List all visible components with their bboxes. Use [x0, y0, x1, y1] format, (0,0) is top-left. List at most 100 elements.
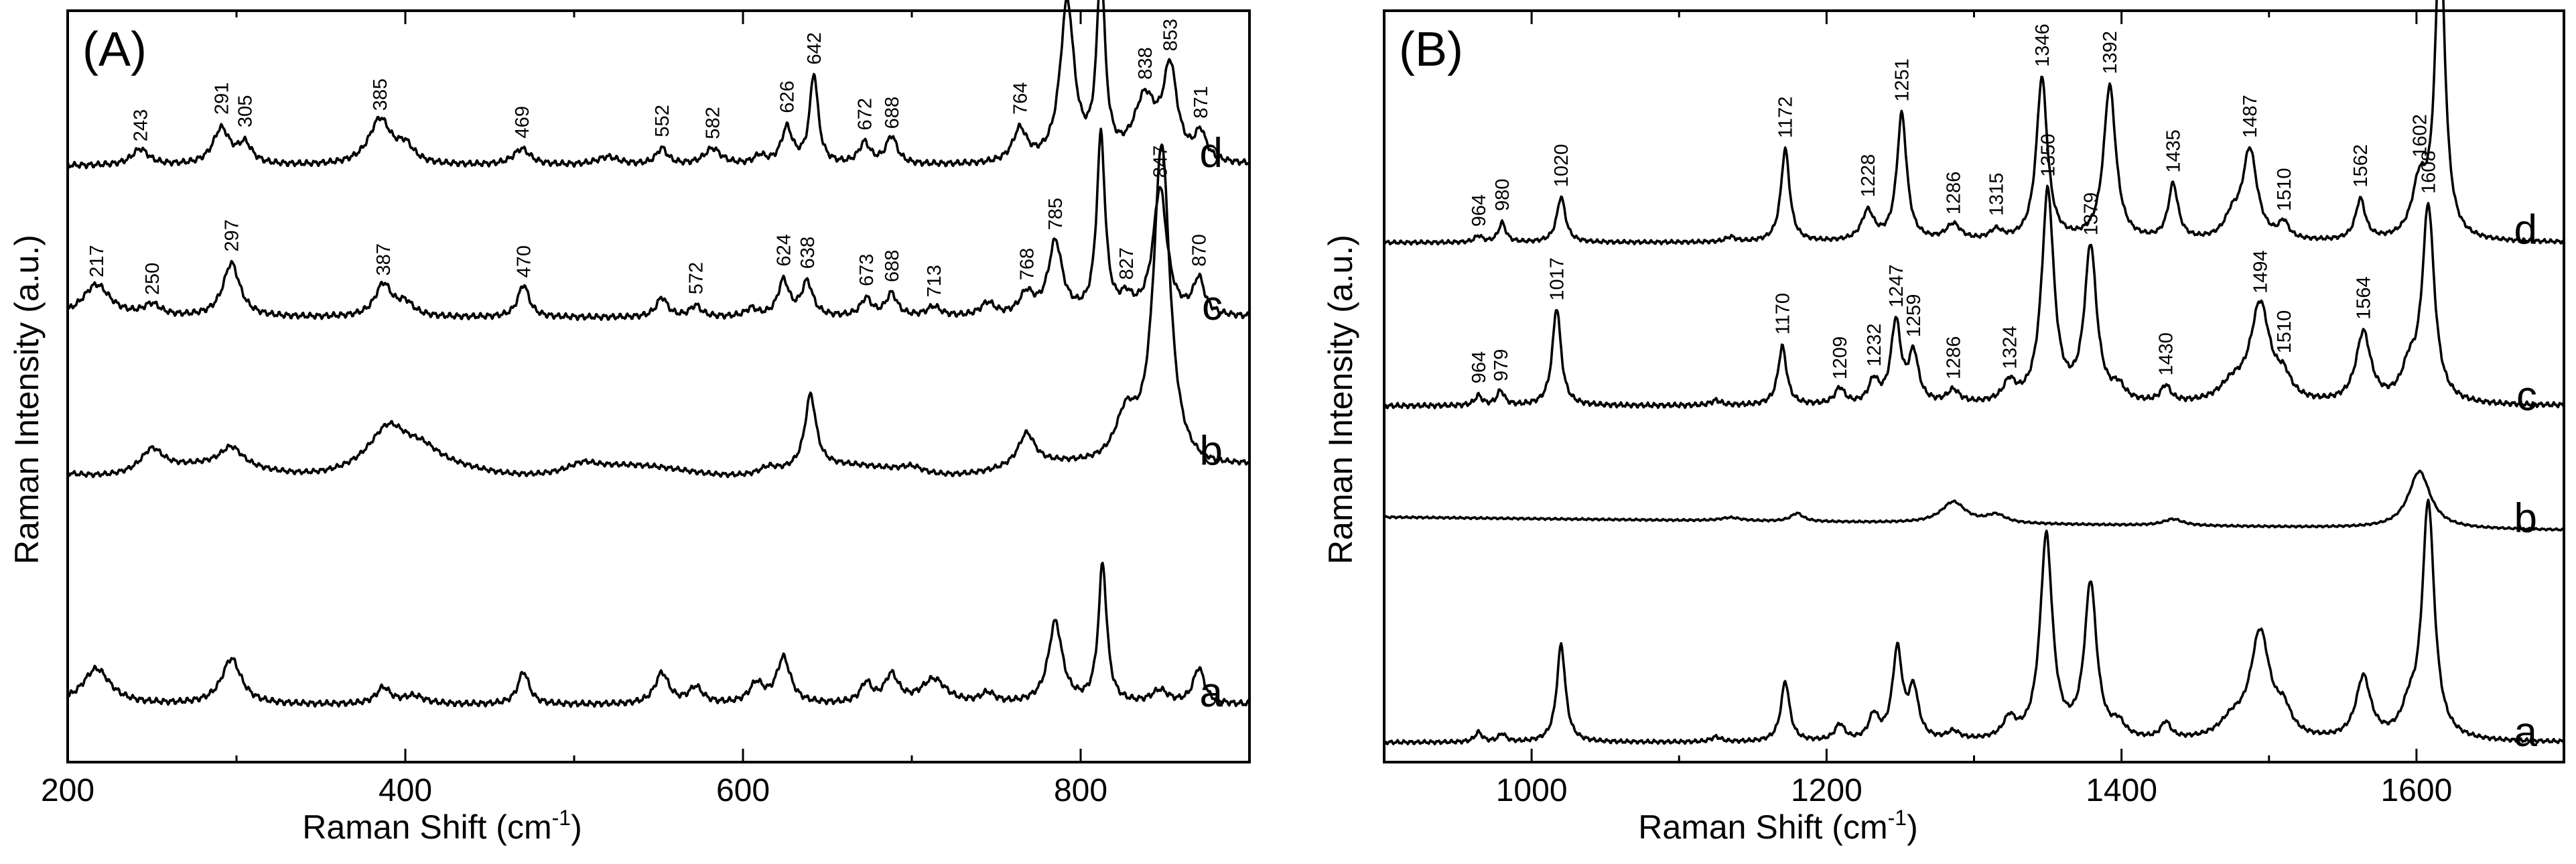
- peak-label: 764: [1010, 82, 1031, 115]
- panel-a-y-axis-label: Raman Intensity (a.u.): [8, 235, 46, 564]
- peak-label: 1172: [1775, 97, 1797, 138]
- trace-label-c: c: [1202, 283, 1223, 329]
- panel-label: (A): [82, 23, 147, 76]
- x-axis-unit-exponent: -1: [1888, 806, 1907, 830]
- peak-label: 1286: [1944, 336, 1965, 379]
- peak-label: 853: [1160, 19, 1182, 51]
- x-tick-label: 600: [716, 773, 770, 808]
- peak-label: 243: [130, 109, 151, 141]
- peak-label: 1494: [2250, 250, 2272, 294]
- peak-label: 1564: [2354, 276, 2375, 320]
- plot-frame: [66, 9, 1251, 763]
- peak-label: 1020: [1551, 144, 1572, 188]
- spectrum-line-d: [66, 0, 1250, 170]
- peak-label: 1247: [1886, 264, 1907, 308]
- peak-label: 1251: [1892, 58, 1913, 102]
- peak-label: 470: [513, 245, 535, 277]
- peak-label: 469: [512, 106, 533, 138]
- peak-label: 785: [1045, 198, 1067, 230]
- peak-label: 1510: [2274, 168, 2295, 211]
- x-tick-label: 800: [1054, 773, 1107, 808]
- x-axis-label-close: ): [1907, 808, 1918, 846]
- peak-label: 1209: [1830, 336, 1851, 380]
- spectrum-line-a: [1383, 498, 2565, 745]
- peak-label: 387: [373, 243, 395, 275]
- peak-label: 838: [1135, 47, 1156, 79]
- peak-label: 673: [856, 254, 878, 286]
- x-tick-label: 1000: [1496, 773, 1568, 808]
- panel-b-x-axis-label: Raman Shift (cm-1): [1638, 806, 1917, 846]
- peak-label: 768: [1016, 248, 1038, 280]
- peak-label: 1017: [1547, 257, 1568, 301]
- peak-label: 1602: [2409, 114, 2431, 158]
- peak-label: 582: [703, 107, 724, 139]
- peak-label: 964: [1469, 351, 1490, 383]
- x-axis-label-text: Raman Shift (: [1638, 808, 1843, 846]
- peak-label: 1562: [2350, 144, 2372, 188]
- x-tick-label: 400: [379, 773, 432, 808]
- peak-label: 847: [1150, 145, 1171, 178]
- peak-label: 642: [804, 32, 825, 64]
- panel-a-x-axis-label: Raman Shift (cm-1): [302, 806, 582, 846]
- spectrum-line-c: [1383, 184, 2565, 410]
- peak-label: 980: [1492, 179, 1513, 211]
- peak-label: 638: [797, 237, 819, 269]
- peak-label: 217: [86, 245, 108, 277]
- peak-label: 979: [1491, 349, 1512, 381]
- peak-label: 1286: [1944, 172, 1965, 215]
- trace-label-a: a: [1200, 670, 1223, 716]
- peak-label: 291: [211, 82, 232, 115]
- peak-label: 964: [1469, 194, 1490, 227]
- peak-label: 1232: [1864, 323, 1885, 367]
- x-tick-label: 200: [41, 773, 94, 808]
- x-axis-label-close: ): [571, 808, 582, 846]
- peak-label: 827: [1116, 247, 1138, 280]
- peak-label: 1315: [1986, 173, 2008, 217]
- peak-label: 1608: [2419, 151, 2440, 194]
- peak-label: 1170: [1772, 293, 1793, 334]
- panel-label: (B): [1399, 23, 1463, 76]
- x-tick-label: 1400: [2086, 773, 2157, 808]
- peak-label: 626: [777, 80, 799, 113]
- peak-label: 688: [882, 250, 903, 282]
- spectrum-line-d: [1383, 0, 2565, 246]
- x-axis-unit: cm: [507, 808, 552, 846]
- peak-label: 1510: [2274, 310, 2295, 354]
- spectrum-line-a: [67, 562, 1251, 708]
- panel-b-y-axis-label: Raman Intensity (a.u.): [1322, 235, 1359, 564]
- peak-label: 624: [774, 234, 795, 266]
- peak-label: 297: [221, 219, 243, 251]
- peak-label: 385: [370, 78, 391, 111]
- peak-label: 672: [854, 98, 876, 130]
- trace-label-d: d: [2514, 207, 2537, 253]
- peak-label: 688: [882, 97, 903, 129]
- trace-label-b: b: [2514, 495, 2537, 542]
- peak-label: 1487: [2240, 95, 2261, 138]
- peak-label: 1324: [1999, 326, 2021, 369]
- spectrum-line-b: [1383, 469, 2565, 532]
- peak-label: 871: [1191, 86, 1212, 118]
- x-axis-label-text: Raman Shift (: [302, 808, 507, 846]
- peak-label: 1392: [2100, 31, 2121, 74]
- peak-label: 1435: [2163, 129, 2185, 173]
- trace-label-d: d: [1200, 130, 1223, 176]
- peak-label: 713: [924, 265, 945, 297]
- peak-label: 1228: [1858, 154, 1879, 198]
- spectrum-line-b: [66, 143, 1250, 479]
- peak-label: 1259: [1903, 294, 1925, 338]
- peak-label: 552: [652, 105, 673, 137]
- x-tick-label: 1600: [2380, 773, 2452, 808]
- peak-label: 1346: [2032, 23, 2053, 67]
- trace-label-b: b: [1200, 428, 1223, 475]
- trace-label-c: c: [2516, 373, 2537, 420]
- peak-label: 305: [235, 95, 257, 127]
- x-axis-unit-exponent: -1: [552, 806, 571, 830]
- x-tick-label: 1200: [1791, 773, 1862, 808]
- peak-label: 870: [1189, 234, 1210, 266]
- peak-label: 1430: [2156, 332, 2177, 376]
- spectrum-line-c: [67, 127, 1251, 321]
